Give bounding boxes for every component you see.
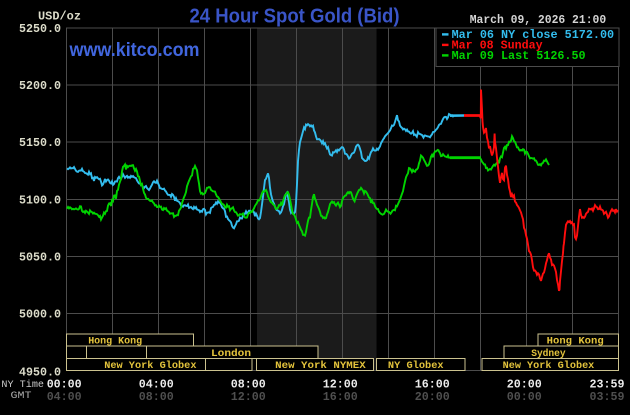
svg-text:16:00: 16:00 <box>323 390 358 404</box>
svg-text:Hong Kong: Hong Kong <box>547 335 604 347</box>
svg-text:Sydney: Sydney <box>531 348 566 360</box>
svg-text:Mar 09 Last 5126.50: Mar 09 Last 5126.50 <box>452 50 586 63</box>
svg-text:00:00: 00:00 <box>507 390 542 404</box>
svg-text:24 Hour Spot Gold (Bid): 24 Hour Spot Gold (Bid) <box>190 6 400 28</box>
svg-text:London: London <box>211 348 251 360</box>
svg-text:New York NYMEX: New York NYMEX <box>275 360 366 372</box>
svg-text:GMT: GMT <box>11 390 32 402</box>
svg-text:New York Globex: New York Globex <box>503 360 595 372</box>
svg-text:03:59: 03:59 <box>590 390 625 404</box>
svg-text:5250.0: 5250.0 <box>19 23 61 36</box>
svg-text:NY Time: NY Time <box>1 379 44 391</box>
svg-text:NY Globex: NY Globex <box>388 360 444 372</box>
svg-text:5100.0: 5100.0 <box>19 194 61 207</box>
svg-text:5200.0: 5200.0 <box>19 80 61 93</box>
svg-text:www.kitco.com: www.kitco.com <box>69 40 200 61</box>
svg-text:5150.0: 5150.0 <box>19 137 61 150</box>
svg-text:20:00: 20:00 <box>415 390 450 404</box>
svg-text:12:00: 12:00 <box>231 390 266 404</box>
svg-text:USD/oz: USD/oz <box>38 10 81 23</box>
svg-text:March 09, 2026 21:00: March 09, 2026 21:00 <box>470 14 607 27</box>
svg-text:5000.0: 5000.0 <box>19 309 61 322</box>
svg-text:New York Globex: New York Globex <box>104 360 197 372</box>
svg-text:04:00: 04:00 <box>47 390 82 404</box>
svg-text:08:00: 08:00 <box>139 390 174 404</box>
svg-text:5050.0: 5050.0 <box>19 251 61 264</box>
svg-text:Hong Kong: Hong Kong <box>88 335 142 347</box>
